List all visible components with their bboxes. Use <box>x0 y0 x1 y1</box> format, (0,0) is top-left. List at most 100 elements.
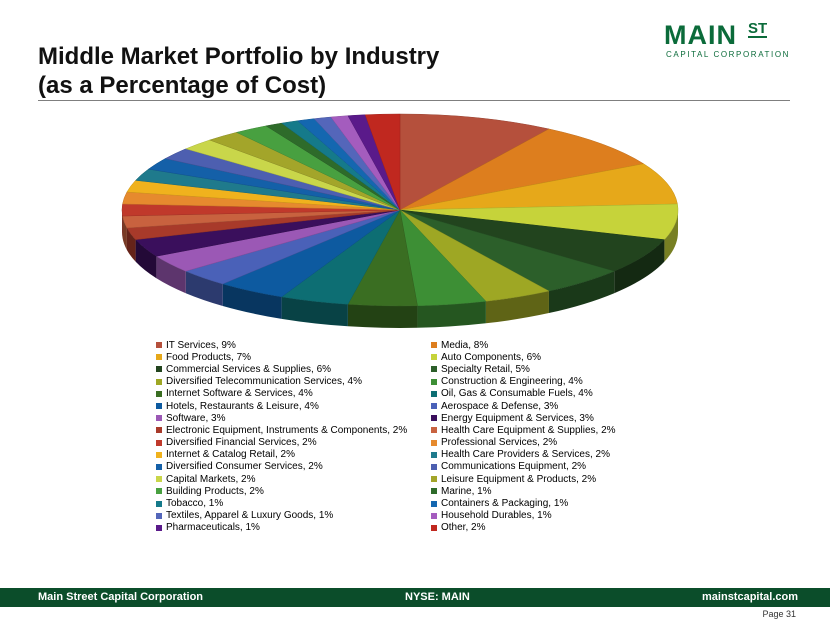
logo-main-text: MAIN <box>664 20 737 50</box>
legend-label: Auto Components, 6% <box>441 351 542 363</box>
legend-swatch <box>431 524 437 531</box>
pie-slice-side-16 <box>122 216 127 250</box>
legend-item: Specialty Retail, 5% <box>431 363 676 375</box>
legend-swatch <box>431 451 437 458</box>
legend-item: Energy Equipment & Services, 3% <box>431 412 676 424</box>
footer-bar: Main Street Capital Corporation NYSE: MA… <box>0 588 830 607</box>
legend-item: Electronic Equipment, Instruments & Comp… <box>156 424 431 436</box>
legend-swatch <box>431 366 437 373</box>
title-divider <box>38 100 790 101</box>
legend-swatch <box>431 354 437 361</box>
legend-label: Textiles, Apparel & Luxury Goods, 1% <box>166 510 334 522</box>
legend-swatch <box>431 476 437 483</box>
pie-side-walls <box>122 210 678 329</box>
legend-swatch <box>156 403 162 410</box>
pie-slice-side-7 <box>485 291 549 324</box>
legend-label: Building Products, 2% <box>166 485 264 497</box>
legend-label: Electronic Equipment, Instruments & Comp… <box>166 424 408 436</box>
legend-swatch <box>156 366 162 373</box>
legend-item: Construction & Engineering, 4% <box>431 376 676 388</box>
legend-item: Health Care Equipment & Supplies, 2% <box>431 424 676 436</box>
legend-swatch <box>156 415 162 422</box>
legend-label: Hotels, Restaurants & Leisure, 4% <box>166 400 319 412</box>
legend-label: Diversified Telecommunication Services, … <box>166 376 363 388</box>
pie-slice-side-10 <box>281 296 348 327</box>
legend-item: Pharmaceuticals, 1% <box>156 522 431 534</box>
legend-item: Aerospace & Defense, 3% <box>431 400 676 412</box>
legend-label: Diversified Financial Services, 2% <box>166 437 317 449</box>
legend-label: Tobacco, 1% <box>166 498 224 510</box>
legend-label: Household Durables, 1% <box>441 510 552 522</box>
legend-item: Professional Services, 2% <box>431 437 676 449</box>
legend-swatch <box>431 512 437 519</box>
legend-item: Capital Markets, 2% <box>156 473 431 485</box>
legend-label: Other, 2% <box>441 522 486 534</box>
page-number: Page 31 <box>762 609 796 619</box>
legend-label: Internet Software & Services, 4% <box>166 388 313 400</box>
legend-item: Containers & Packaging, 1% <box>431 497 676 509</box>
legend-swatch <box>431 463 437 470</box>
legend-item: IT Services, 9% <box>156 339 431 351</box>
pie-slice-side-14 <box>135 239 157 279</box>
legend-item: Commercial Services & Supplies, 6% <box>156 363 431 375</box>
pie-slice-side-11 <box>222 283 282 319</box>
legend-label: Communications Equipment, 2% <box>441 461 587 473</box>
legend-label: Specialty Retail, 5% <box>441 363 530 375</box>
chart-legend: IT Services, 9% Media, 8% Food Products, 7… <box>156 339 676 534</box>
legend-item: Internet & Catalog Retail, 2% <box>156 449 431 461</box>
legend-item: Hotels, Restaurants & Leisure, 4% <box>156 400 431 412</box>
legend-swatch <box>156 463 162 470</box>
logo-subtitle: CAPITAL CORPORATION <box>666 50 791 59</box>
legend-swatch <box>156 378 162 385</box>
pie-slice-side-9 <box>347 304 418 329</box>
legend-swatch <box>156 488 162 495</box>
pie-slice-1 <box>399 113 550 211</box>
logo-superscript: ST <box>748 20 768 38</box>
legend-label: Oil, Gas & Consumable Fuels, 4% <box>441 388 593 400</box>
page-title-line-2: (as a Percentage of Cost) <box>38 72 327 99</box>
legend-item: Food Products, 7% <box>156 351 431 363</box>
pie-slice-32 <box>364 113 401 211</box>
pie-slice-side-6 <box>548 271 615 314</box>
legend-swatch <box>156 390 162 397</box>
legend-label: Professional Services, 2% <box>441 437 558 449</box>
legend-label: Media, 8% <box>441 339 489 351</box>
legend-swatch <box>156 500 162 507</box>
industry-pie-chart <box>121 113 679 329</box>
legend-label: Energy Equipment & Services, 3% <box>441 412 594 424</box>
legend-label: IT Services, 9% <box>166 339 236 351</box>
pie-slice-side-12 <box>185 271 223 306</box>
legend-swatch <box>156 342 162 349</box>
legend-item: Media, 8% <box>431 339 676 351</box>
legend-label: Health Care Equipment & Supplies, 2% <box>441 424 616 436</box>
legend-label: Leisure Equipment & Products, 2% <box>441 473 597 485</box>
legend-swatch <box>156 512 162 519</box>
footer-website-link[interactable]: mainstcapital.com <box>702 591 798 603</box>
legend-swatch <box>431 500 437 507</box>
legend-item: Diversified Telecommunication Services, … <box>156 376 431 388</box>
legend-item: Diversified Consumer Services, 2% <box>156 461 431 473</box>
legend-label: Diversified Consumer Services, 2% <box>166 461 323 473</box>
page-title-line-1: Middle Market Portfolio by Industry <box>38 43 440 70</box>
legend-swatch <box>431 403 437 410</box>
pie-slice-side-17 <box>122 210 123 239</box>
footer-company-name: Main Street Capital Corporation <box>38 591 204 603</box>
legend-item: Health Care Providers & Services, 2% <box>431 449 676 461</box>
legend-label: Marine, 1% <box>441 485 492 497</box>
legend-label: Internet & Catalog Retail, 2% <box>166 449 295 461</box>
legend-item: Leisure Equipment & Products, 2% <box>431 473 676 485</box>
legend-label: Containers & Packaging, 1% <box>441 498 569 510</box>
legend-swatch <box>431 390 437 397</box>
pie-slice-side-8 <box>417 301 486 328</box>
pie-slice-2 <box>399 128 645 211</box>
pie-top-faces <box>121 113 679 307</box>
legend-label: Construction & Engineering, 4% <box>441 376 583 388</box>
legend-swatch <box>431 427 437 434</box>
legend-item: Other, 2% <box>431 522 676 534</box>
legend-item: Textiles, Apparel & Luxury Goods, 1% <box>156 510 431 522</box>
legend-item: Household Durables, 1% <box>431 510 676 522</box>
legend-swatch <box>156 439 162 446</box>
legend-item: Communications Equipment, 2% <box>431 461 676 473</box>
pie-slice-3 <box>399 163 678 211</box>
legend-label: Capital Markets, 2% <box>166 473 256 485</box>
